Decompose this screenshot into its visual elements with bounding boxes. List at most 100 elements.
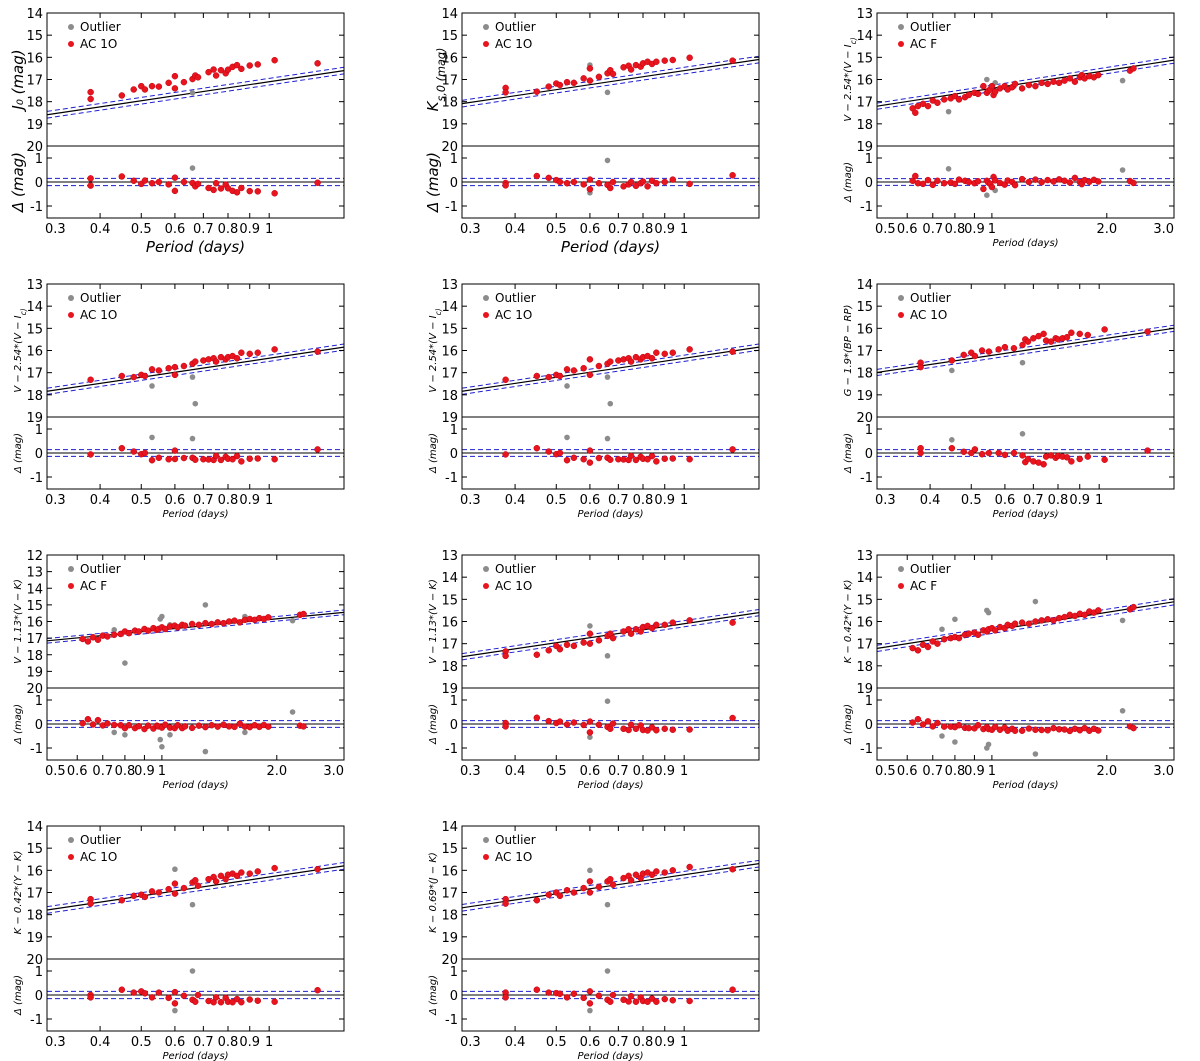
member-point bbox=[648, 871, 656, 879]
residual-axis-label: Δ (mag) bbox=[13, 433, 24, 474]
residual-content bbox=[47, 434, 344, 465]
resid-outlier-point bbox=[172, 1007, 178, 1014]
panel-W_VI_1O_a: 13 14 15 16 17 18 19 -1 0 1 0.3 0.4 0.5 0.6 0.7 0.8 0.9 1… bbox=[13, 278, 345, 520]
member-point bbox=[686, 54, 693, 62]
resid-member-point bbox=[627, 452, 635, 460]
fit-lines bbox=[47, 66, 344, 119]
outlier-point bbox=[945, 108, 952, 115]
y-tick-label: 19 bbox=[441, 931, 458, 946]
outlier-point bbox=[604, 89, 611, 96]
resid-outlier-point bbox=[945, 166, 952, 172]
member-point bbox=[180, 362, 188, 370]
member-point bbox=[955, 634, 963, 642]
y-axis-label: V − 1.13*(V − K) bbox=[428, 579, 439, 664]
resid-member-point bbox=[229, 455, 236, 463]
x-tick-label: 0.3 bbox=[460, 222, 481, 237]
resid-member-point bbox=[1011, 181, 1019, 189]
x-tick-label: 0.7 bbox=[193, 493, 214, 508]
member-point bbox=[974, 631, 982, 639]
resid-member-point bbox=[570, 990, 578, 998]
x-tick-label: 0.3 bbox=[45, 1035, 66, 1050]
resid-member-point bbox=[225, 723, 233, 730]
resid-member-point bbox=[1063, 454, 1071, 461]
y-tick-label: 14 bbox=[26, 582, 43, 597]
outlier-point bbox=[984, 76, 990, 83]
legend-member-label: AC 1O bbox=[80, 850, 117, 864]
resid-member-point bbox=[648, 452, 656, 460]
residual-content bbox=[47, 165, 344, 197]
member-point bbox=[669, 349, 677, 356]
residual-axis-label: Δ (mag) bbox=[843, 162, 854, 203]
y-tick-label: 19 bbox=[856, 389, 873, 404]
y-tick-label: 18 bbox=[441, 96, 458, 111]
resid-member-point bbox=[271, 455, 278, 463]
outlier-point bbox=[189, 90, 196, 96]
legend-member-marker bbox=[68, 854, 74, 860]
member-point bbox=[960, 351, 967, 359]
y-tick-label: 14 bbox=[856, 571, 873, 586]
fit-line bbox=[877, 327, 1174, 374]
resid-member-point bbox=[653, 998, 660, 1005]
member-point bbox=[545, 647, 552, 654]
member-point bbox=[580, 75, 587, 82]
member-point bbox=[1081, 611, 1088, 619]
resid-member-point bbox=[669, 455, 677, 462]
resid-member-point bbox=[1001, 451, 1009, 459]
y-tick-label: 14 bbox=[856, 29, 873, 44]
resid-member-point bbox=[917, 444, 924, 452]
resid-member-point bbox=[909, 719, 916, 726]
member-point bbox=[1038, 79, 1045, 87]
member-point bbox=[104, 633, 111, 640]
member-point bbox=[669, 56, 677, 64]
member-point bbox=[217, 66, 225, 74]
resid-y-tick-label: 0 bbox=[865, 718, 873, 733]
x-tick-label: 0.4 bbox=[505, 222, 526, 237]
x-tick-label: 0.5 bbox=[546, 1035, 567, 1050]
member-point bbox=[205, 68, 212, 76]
x-tick-label: 0.6 bbox=[580, 222, 601, 237]
x-tick-label: 0.7 bbox=[608, 764, 629, 779]
member-point bbox=[192, 877, 199, 884]
residual-axis-label: Δ (mag) bbox=[424, 152, 442, 213]
y-tick-label: 16 bbox=[441, 51, 458, 66]
y-tick-label: 16 bbox=[26, 345, 43, 360]
resid-member-point bbox=[1130, 724, 1137, 732]
member-point bbox=[1050, 617, 1057, 624]
member-point bbox=[586, 878, 594, 885]
x-axis-label: Period (days) bbox=[992, 780, 1058, 791]
y-tick-label: 17 bbox=[441, 638, 458, 653]
member-point bbox=[570, 889, 578, 896]
x-tick-label: 1 bbox=[265, 1035, 273, 1050]
upper-points bbox=[502, 54, 736, 96]
member-point bbox=[934, 99, 941, 107]
resid-member-point bbox=[912, 172, 919, 180]
member-point bbox=[200, 357, 207, 364]
x-tick-label: 0.3 bbox=[460, 1035, 481, 1050]
resid-member-point bbox=[118, 444, 126, 452]
y-tick-label: 16 bbox=[26, 616, 43, 631]
member-point bbox=[988, 82, 996, 90]
resid-member-point bbox=[502, 182, 509, 189]
resid-member-point bbox=[648, 995, 656, 1002]
legend-outlier-label: Outlier bbox=[495, 291, 536, 305]
resid-member-point bbox=[1010, 449, 1018, 457]
outlier-point bbox=[564, 383, 570, 389]
resid-member-point bbox=[586, 729, 594, 736]
x-axis-label: Period (days) bbox=[577, 1051, 643, 1061]
member-point bbox=[1018, 85, 1026, 92]
resid-member-point bbox=[181, 723, 189, 730]
y-tick-label: 14 bbox=[26, 820, 43, 835]
resid-member-point bbox=[595, 454, 603, 462]
x-tick-label: 0.5 bbox=[131, 222, 152, 237]
resid-member-point bbox=[570, 178, 578, 186]
fit-band-line bbox=[877, 604, 1174, 652]
resid-member-point bbox=[502, 994, 509, 1001]
resid-member-point bbox=[545, 989, 552, 996]
x-tick-label: 0.9 bbox=[134, 764, 155, 779]
member-point bbox=[917, 363, 924, 371]
member-point bbox=[595, 637, 603, 644]
member-point bbox=[87, 376, 94, 384]
resid-member-point bbox=[141, 990, 149, 997]
fit-line bbox=[47, 865, 344, 911]
resid-member-point bbox=[669, 726, 677, 734]
